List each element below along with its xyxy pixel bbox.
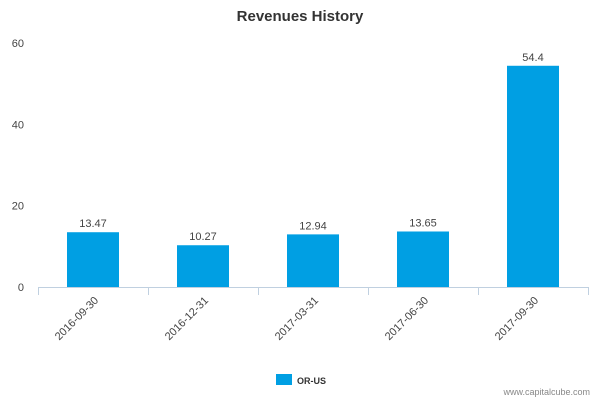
y-tick-label: 60 [12,38,24,50]
data-label: 12.94 [299,220,327,232]
bar[interactable] [67,232,119,287]
bar[interactable] [287,234,339,287]
data-label: 10.27 [189,231,217,243]
data-label: 13.47 [79,218,107,230]
legend[interactable]: OR-US [276,374,326,386]
credit-text: www.capitalcube.com [502,387,590,397]
bar[interactable] [397,231,449,287]
x-tick-label: 2016-12-31 [163,295,211,343]
bar[interactable] [177,245,229,287]
legend-swatch-or-us[interactable] [276,374,292,385]
y-tick-label: 0 [18,282,24,294]
x-tick-label: 2016-09-30 [53,295,101,343]
data-labels: 13.47 10.27 12.94 13.65 54.4 [79,52,543,243]
chart-title: Revenues History [237,8,364,25]
y-axis: 0 20 40 60 [12,38,24,294]
x-axis: 2016-09-30 2016-12-31 2017-03-31 2017-06-30… [38,287,589,343]
y-tick-label: 20 [12,201,24,213]
x-tick-label: 2017-06-30 [383,295,431,343]
bars [67,65,559,287]
x-tick-label: 2017-03-31 [273,295,321,343]
data-label: 54.4 [522,52,543,64]
data-label: 13.65 [409,217,437,229]
legend-label-or-us[interactable]: OR-US [297,376,326,386]
y-tick-label: 40 [12,119,24,131]
x-tick-label: 2017-09-30 [493,295,541,343]
bar[interactable] [507,65,559,287]
